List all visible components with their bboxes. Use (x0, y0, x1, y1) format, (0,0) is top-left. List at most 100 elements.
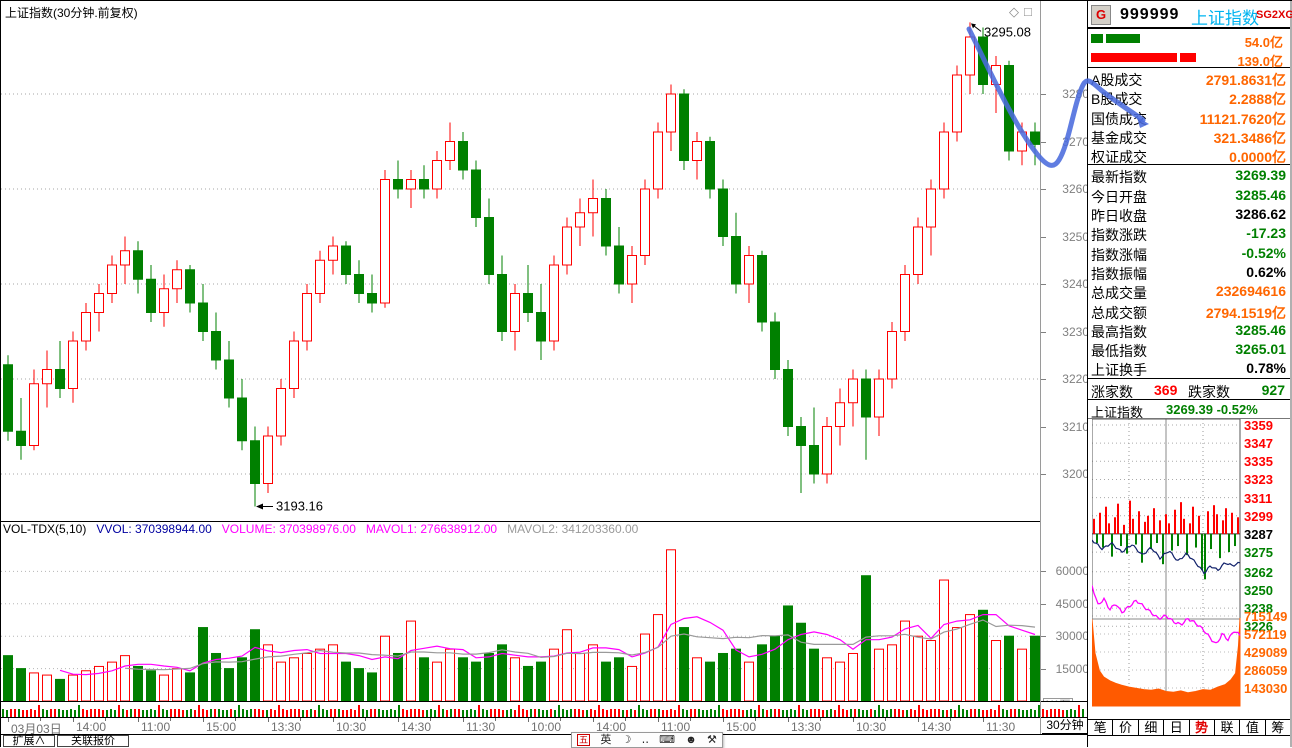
time-tick (333, 718, 334, 722)
advancers-label: 涨家数 (1091, 384, 1133, 400)
sg2-button[interactable]: SG2 (1256, 9, 1279, 21)
diamond-tool-icon[interactable]: ◇ (1009, 4, 1019, 19)
panel-tab-笔[interactable]: 笔 (1088, 720, 1114, 735)
quote-row-value: 0.62% (1246, 263, 1286, 280)
quote-row: 上证换手 0.78% (1088, 358, 1290, 378)
price-tick-label: 3210 (1062, 419, 1089, 434)
quote-row-value: 3286.62 (1235, 206, 1286, 223)
time-tick (853, 718, 854, 722)
time-tick (463, 718, 464, 722)
quote-row-value: 3265.01 (1235, 341, 1286, 358)
overview-bars (2, 705, 1084, 717)
mini-trend-chart[interactable] (1092, 419, 1242, 715)
quote-row: 最低指数 3265.01 (1088, 339, 1290, 359)
panel-divider (1087, 1, 1088, 747)
panel-tab-价[interactable]: 价 (1113, 720, 1139, 735)
quote-row-value: 0.0000亿 (1229, 149, 1286, 166)
time-tick-minor (300, 718, 301, 721)
rect-tool-icon[interactable]: □ (1024, 4, 1032, 19)
quote-row-label: 指数涨跌 (1091, 227, 1147, 244)
indicator-label: MAVOL1: 276638912.00 (365, 522, 498, 536)
panel-tab-日[interactable]: 日 (1164, 720, 1190, 735)
mini-price-label: 3311 (1244, 490, 1273, 506)
panel-tabs: 笔价细日势联值筹 (1088, 719, 1290, 736)
mini-price-label: 3323 (1244, 472, 1273, 488)
advancers-value: 369 (1154, 382, 1178, 398)
quote-row: B股成交 2.2888亿 (1088, 87, 1290, 107)
panel-tab-细[interactable]: 细 (1139, 720, 1165, 735)
svg-text:3295.08: 3295.08 (984, 24, 1031, 39)
quote-row-label: 总成交额 (1091, 304, 1147, 321)
time-tick-minor (40, 718, 41, 721)
linked-quote-button[interactable]: 关联报价 (57, 735, 129, 747)
advancers-decliners-row: 涨家数 369 跌家数 927 (1088, 378, 1290, 400)
ime-english-icon[interactable]: 英 (600, 734, 612, 746)
quote-row-label: 总成交量 (1091, 285, 1147, 302)
time-tick-label: 11:30 (986, 720, 1016, 734)
time-tick-minor (560, 718, 561, 721)
quote-row-value: 0.78% (1246, 360, 1286, 377)
xg2-button[interactable]: XG2 (1278, 9, 1292, 21)
price-tick-label: 3200 (1062, 467, 1089, 481)
ask-bar-row: 139.0亿 (1091, 53, 1287, 69)
ime-tools-icon[interactable]: ⚒ (707, 734, 717, 746)
ime-toolbar[interactable]: 五英 ☽ ‥ ⌨ ☻ ⚒ (571, 732, 723, 748)
time-tick (8, 718, 9, 722)
price-tick-label: 3260 (1062, 182, 1089, 196)
stock-code: 999999 (1120, 6, 1180, 23)
ime-user-icon[interactable]: ☻ (685, 734, 697, 746)
price-tick (1041, 236, 1046, 238)
mini-chart-quote: 3269.39 -0.52% (1166, 402, 1258, 417)
panel-tab-筹[interactable]: 筹 (1271, 720, 1285, 735)
quote-row-label: 昨日收盘 (1091, 208, 1147, 225)
time-tick-label: 10:00 (531, 720, 562, 734)
time-tick-minor (170, 718, 171, 721)
time-tick (528, 718, 529, 722)
panel-tab-联[interactable]: 联 (1215, 720, 1241, 735)
overview-strip[interactable] (1, 701, 1087, 718)
quote-row-value: 2791.8631亿 (1205, 72, 1286, 88)
mini-price-label: 3335 (1244, 454, 1273, 470)
price-candlestick-chart[interactable]: 3295.08 3193.16 (1, 1, 1041, 521)
panel-tab-值[interactable]: 值 (1240, 720, 1266, 735)
volume-tick (1041, 603, 1046, 605)
quote-row: 指数涨幅 -0.52% (1088, 243, 1290, 263)
indicator-label: VVOL: 370398944.00 (96, 522, 212, 536)
price-tick-label: 3240 (1062, 277, 1089, 291)
time-tick-label: 13:30 (271, 720, 302, 734)
price-tick (1041, 189, 1046, 190)
indicator-label: VOL-TDX(5,10) (3, 522, 87, 536)
panel-tab-势[interactable]: 势 (1190, 720, 1215, 735)
price-tick-label: 3230 (1062, 324, 1089, 339)
mini-price-label: 3238 (1244, 601, 1273, 617)
time-tick (658, 718, 659, 722)
time-tick-label: 14:30 (401, 720, 432, 734)
ime-wubi-icon[interactable]: 五 (577, 734, 591, 746)
quote-panel: G 999999 上证指数 SG2 XG2 54.0亿 139.0亿 A股成交2… (1088, 1, 1292, 747)
quote-row: 指数振幅 0.62% (1088, 262, 1290, 282)
volume-chart[interactable] (1, 540, 1041, 701)
volume-tick-label: 30000 (1055, 629, 1089, 644)
time-tick-minor (105, 718, 106, 721)
price-tick (1041, 379, 1046, 380)
quote-row: 基金成交 321.3486亿 (1088, 126, 1290, 146)
volume-indicator-header: VOL-TDX(5,10) VVOL: 370398944.00 VOLUME: 3… (1, 521, 1041, 540)
ime-dots-icon[interactable]: ‥ (641, 734, 649, 746)
quote-row-value: -17.23 (1246, 225, 1286, 242)
expand-button[interactable]: 扩展∧ (3, 735, 55, 747)
volume-tick-label: 60000 (1055, 564, 1089, 579)
mini-volume-label: 429089 (1244, 644, 1288, 660)
ime-keyboard-icon[interactable]: ⌨ (659, 734, 676, 746)
time-tick-label: 14:30 (921, 720, 952, 734)
mini-price-label: 3250 (1244, 582, 1273, 598)
time-tick-minor (495, 718, 496, 721)
time-tick-minor (755, 718, 756, 721)
time-tick-minor (950, 718, 951, 721)
time-tick-label: 13:30 (791, 720, 822, 734)
g-button[interactable]: G (1091, 5, 1111, 25)
quote-row-value: -0.52% (1241, 244, 1286, 261)
quote-row-value: 3269.39 (1235, 167, 1286, 184)
ime-moon-icon[interactable]: ☽ (621, 734, 632, 746)
period-selector[interactable]: 30分钟 (1042, 718, 1088, 734)
volume-tick (1041, 668, 1046, 670)
